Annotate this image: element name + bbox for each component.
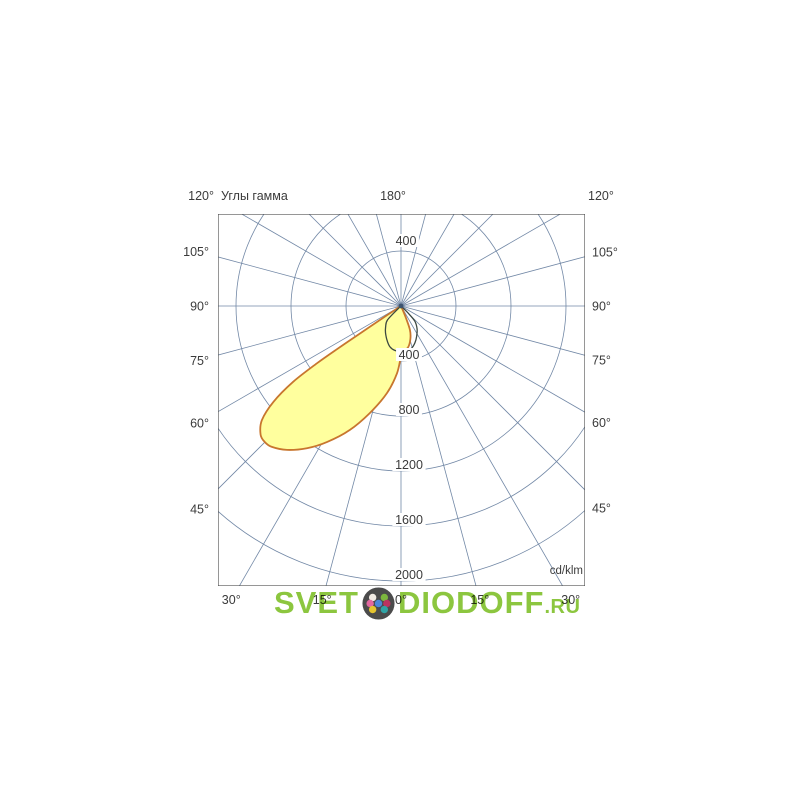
ring-value-labels: 400 400 800 1200 1600 2000: [392, 234, 426, 582]
angle-tick-label: 30°: [561, 593, 580, 607]
units-label: cd/klm: [550, 565, 583, 577]
angle-tick-label: 60°: [592, 416, 611, 430]
curve-main-beam-plane: [259, 305, 412, 451]
angle-tick-label: 45°: [190, 503, 209, 517]
ring-value-label: 1200: [395, 458, 423, 472]
top-center-angle-label: 180°: [380, 189, 406, 203]
angle-tick-label: 105°: [592, 245, 618, 259]
polar-grid: [218, 214, 585, 586]
angle-tick-label: 0°: [395, 593, 407, 607]
angle-tick-label: 105°: [183, 245, 209, 259]
ring-value-label: 400: [396, 234, 417, 248]
angle-tick-label: 15°: [470, 593, 489, 607]
polar-center-marker: [398, 303, 404, 309]
angle-tick-label: 90°: [592, 300, 611, 314]
top-right-angle-label: 120°: [588, 189, 614, 203]
angle-tick-label: 90°: [190, 300, 209, 314]
top-left-angle-label: 120°: [188, 189, 214, 203]
ring-value-label: 800: [399, 403, 420, 417]
angle-tick-label: 30°: [222, 593, 241, 607]
gamma-angles-title: Углы гамма: [221, 189, 288, 203]
angle-tick-labels: 105° 90° 75° 60° 45° 105° 90° 75° 60° 45° 30° 15° 0°…: [183, 245, 618, 607]
light-distribution-curves: [259, 303, 418, 451]
ring-value-label: 1600: [395, 513, 423, 527]
angle-tick-label: 75°: [592, 354, 611, 368]
angle-tick-label: 45°: [592, 502, 611, 516]
angle-tick-label: 60°: [190, 417, 209, 431]
angle-tick-label: 75°: [190, 354, 209, 368]
ring-value-label: 2000: [395, 568, 423, 582]
angle-tick-label: 15°: [313, 593, 332, 607]
ring-value-label: 400: [399, 348, 420, 362]
